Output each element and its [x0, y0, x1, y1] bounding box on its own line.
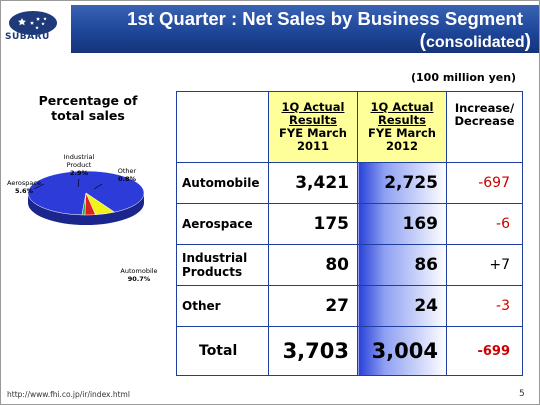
table-row: Automobile 3,421 2,725 -697: [176, 162, 523, 204]
unit-label: (100 million yen): [411, 71, 517, 84]
header-change: Increase/ Decrease: [446, 91, 523, 163]
title-bar: 1st Quarter : Net Sales by Business Segm…: [71, 5, 539, 53]
total-fy2012: 3,004: [357, 326, 447, 376]
total-fy2011: 3,703: [268, 326, 358, 376]
row-label: Other: [182, 299, 221, 313]
table-total-row: Total 3,703 3,004 -699: [176, 326, 523, 376]
total-label: Total: [199, 343, 238, 359]
footer-url[interactable]: http://www.fhi.co.jp/ir/index.html: [7, 390, 130, 399]
pie-label-aerospace: Aerospace 5.6%: [7, 179, 41, 195]
pie-label-industrial: Industrial Product 2.9%: [63, 153, 95, 177]
table-header-row: 1Q Actual Results FYE March 2011 1Q Actu…: [176, 91, 523, 163]
value-fy2011: 80: [268, 244, 358, 286]
pie-slice-other: [81, 192, 87, 216]
header-fy2012: 1Q Actual Results FYE March 2012: [357, 91, 447, 163]
logo-wordmark: SUBARU: [5, 32, 50, 42]
value-fy2012: 2,725: [357, 162, 447, 204]
value-change: -6: [446, 203, 523, 245]
value-change: -697: [446, 162, 523, 204]
value-fy2011: 27: [268, 285, 358, 327]
header-fy2011: 1Q Actual Results FYE March 2011: [268, 91, 358, 163]
subtitle-close-paren: ): [524, 31, 531, 52]
value-fy2012: 169: [357, 203, 447, 245]
subtitle-text: consolidated: [425, 34, 525, 51]
page-title: 1st Quarter : Net Sales by Business Segm…: [127, 8, 523, 29]
subtitle-open-paren: (: [419, 31, 426, 52]
header-blank-cell: [176, 91, 269, 163]
pie-chart: [27, 170, 145, 225]
pie-label-other: Other 0.8%: [117, 167, 137, 183]
table-row: Other 27 24 -3: [176, 285, 523, 327]
row-label: Industrial Products: [182, 251, 248, 279]
value-change: +7: [446, 244, 523, 286]
table-row: Industrial Products 80 86 +7: [176, 244, 523, 286]
pie-title: Percentage of total sales: [38, 93, 138, 123]
value-fy2011: 3,421: [268, 162, 358, 204]
pie-label-automobile: Automobile 90.7%: [120, 267, 158, 283]
pie-side: [28, 193, 144, 225]
pie-slices: [27, 170, 145, 216]
subaru-logo-icon: [9, 11, 57, 35]
total-change: -699: [446, 326, 523, 376]
page-subtitle: (consolidated): [420, 31, 531, 53]
value-change: -3: [446, 285, 523, 327]
row-label: Aerospace: [182, 217, 253, 231]
row-label: Automobile: [182, 176, 260, 190]
sales-table: 1Q Actual Results FYE March 2011 1Q Actu…: [176, 91, 523, 376]
value-fy2012: 86: [357, 244, 447, 286]
value-fy2012: 24: [357, 285, 447, 327]
value-fy2011: 175: [268, 203, 358, 245]
table-row: Aerospace 175 169 -6: [176, 203, 523, 245]
page-number: 5: [519, 389, 525, 399]
